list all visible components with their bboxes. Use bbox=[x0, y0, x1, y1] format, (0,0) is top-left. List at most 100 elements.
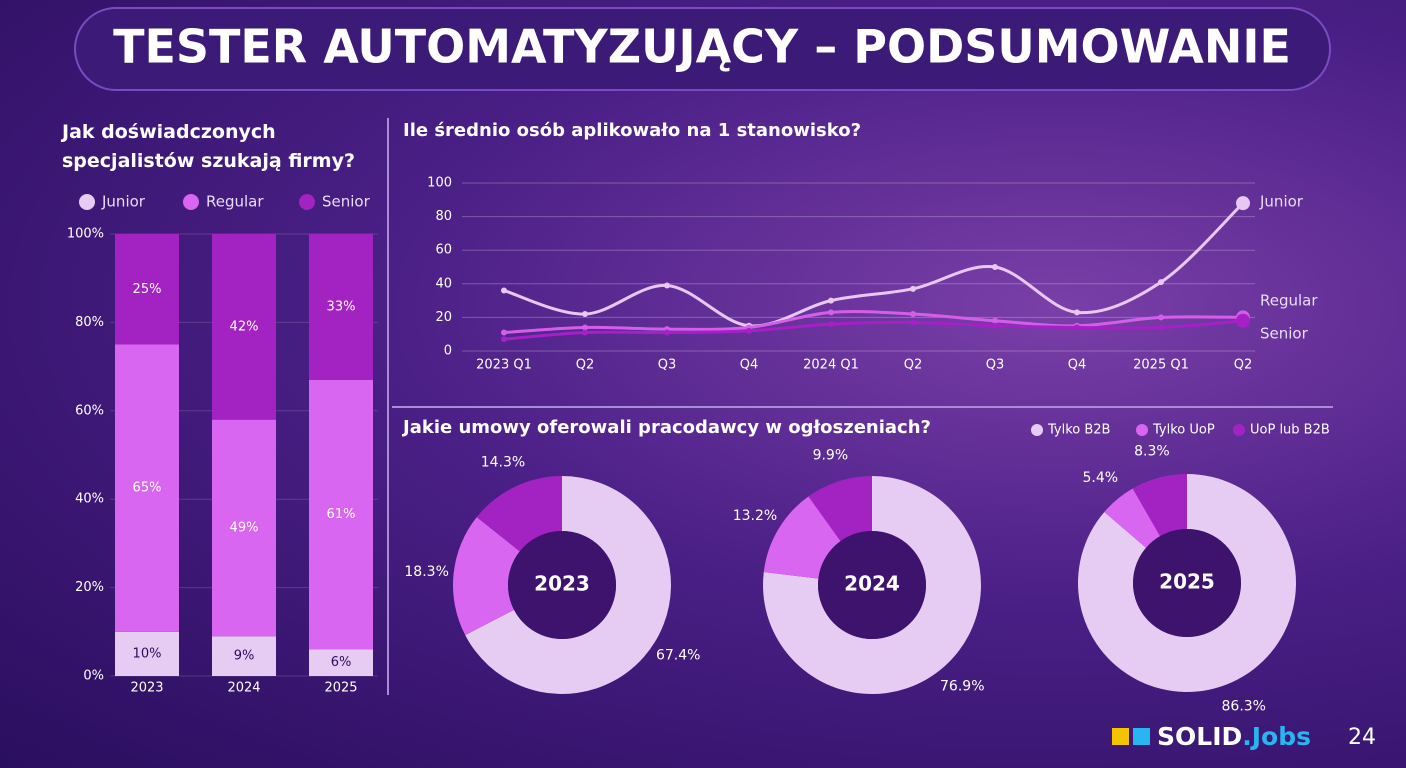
donut-slice bbox=[1132, 474, 1187, 537]
x-tick-label: 2025 Q1 bbox=[1133, 358, 1189, 373]
donut-slice bbox=[1078, 474, 1296, 692]
value-label: 49% bbox=[230, 520, 259, 535]
value-label: 61% bbox=[327, 507, 356, 522]
y-tick-label: 80% bbox=[75, 315, 104, 330]
bar-segment bbox=[212, 636, 276, 676]
value-label: 42% bbox=[230, 319, 259, 334]
value-label: 9% bbox=[234, 649, 255, 664]
logo: SOLID.Jobs bbox=[1157, 722, 1311, 751]
legend-marker bbox=[1136, 424, 1148, 436]
x-tick-label: 2024 bbox=[227, 681, 260, 696]
y-tick-label: 20 bbox=[435, 310, 452, 325]
x-tick-label: Q4 bbox=[1068, 358, 1087, 373]
y-tick-label: 60 bbox=[435, 243, 452, 258]
bar-segment bbox=[309, 234, 373, 380]
marker bbox=[582, 324, 588, 331]
bar-segment bbox=[212, 419, 276, 637]
line bbox=[503, 202, 1245, 328]
line bbox=[503, 319, 1244, 341]
value-label: 25% bbox=[133, 282, 162, 297]
marker bbox=[910, 319, 916, 326]
donut-center-label: 2025 bbox=[1159, 570, 1215, 594]
bar-segment bbox=[115, 631, 179, 676]
marker bbox=[501, 336, 507, 343]
marker bbox=[1158, 324, 1164, 331]
x-tick-label: 2025 bbox=[324, 681, 357, 696]
legend-label: Junior bbox=[101, 193, 146, 211]
value-label: 9.9% bbox=[813, 448, 849, 464]
donut-hole bbox=[508, 531, 616, 639]
line bbox=[503, 309, 1244, 335]
value-label: 10% bbox=[133, 646, 162, 661]
donut-slice bbox=[476, 476, 562, 552]
bar-segment bbox=[212, 234, 276, 420]
legend-marker bbox=[79, 194, 95, 210]
legend-marker bbox=[299, 194, 315, 210]
donut-slice bbox=[763, 476, 981, 694]
donut-hole bbox=[1133, 529, 1241, 637]
bar-segment bbox=[115, 234, 179, 345]
legend-label: Tylko UoP bbox=[1152, 423, 1215, 438]
x-tick-label: Q3 bbox=[658, 358, 677, 373]
legend-label: Regular bbox=[206, 193, 264, 211]
marker bbox=[828, 321, 834, 328]
marker bbox=[1074, 324, 1080, 331]
legend-label: Senior bbox=[322, 193, 371, 211]
marker bbox=[664, 282, 670, 289]
x-tick-label: Q2 bbox=[904, 358, 923, 373]
legend-label: UoP lub B2B bbox=[1250, 423, 1330, 438]
marker bbox=[664, 329, 670, 336]
value-label: 33% bbox=[327, 299, 356, 314]
donut-chart-title: Jakie umowy oferowali pracodawcy w ogłos… bbox=[401, 417, 931, 438]
marker bbox=[828, 309, 834, 316]
x-tick-label: 2023 bbox=[130, 681, 163, 696]
y-tick-label: 100% bbox=[67, 227, 104, 242]
series-label: Senior bbox=[1260, 325, 1309, 343]
marker bbox=[582, 329, 588, 336]
y-tick-label: 0 bbox=[444, 344, 452, 359]
y-tick-label: 100 bbox=[427, 176, 452, 191]
marker bbox=[992, 317, 998, 324]
donut-slice bbox=[808, 476, 872, 542]
legend-marker bbox=[183, 194, 199, 210]
logo-square bbox=[1133, 728, 1150, 745]
marker bbox=[1074, 309, 1080, 316]
marker bbox=[910, 311, 916, 318]
marker bbox=[501, 329, 507, 336]
marker bbox=[828, 297, 834, 304]
value-label: 18.3% bbox=[404, 564, 448, 580]
donut-slice bbox=[763, 496, 841, 579]
x-tick-label: 2024 Q1 bbox=[803, 358, 859, 373]
value-label: 6% bbox=[331, 655, 352, 670]
title-pill bbox=[74, 7, 1331, 91]
value-label: 65% bbox=[133, 481, 162, 496]
x-tick-label: Q3 bbox=[986, 358, 1005, 373]
value-label: 67.4% bbox=[656, 648, 700, 664]
marker bbox=[582, 311, 588, 318]
marker bbox=[1158, 279, 1164, 286]
marker bbox=[1158, 314, 1164, 321]
x-tick-label: Q4 bbox=[740, 358, 759, 373]
donut-slice bbox=[465, 476, 671, 694]
value-label: 14.3% bbox=[481, 454, 525, 470]
value-label: 86.3% bbox=[1222, 699, 1266, 715]
marker bbox=[746, 327, 752, 334]
marker bbox=[1236, 196, 1250, 211]
x-tick-label: Q2 bbox=[1234, 358, 1253, 373]
bar-segment bbox=[309, 649, 373, 676]
bar-segment bbox=[115, 344, 179, 632]
series-label: Junior bbox=[1259, 193, 1304, 211]
value-label: 13.2% bbox=[733, 508, 777, 524]
marker bbox=[992, 264, 998, 270]
bar-segment bbox=[309, 379, 373, 650]
page-number: 24 bbox=[1348, 725, 1376, 750]
donut-center-label: 2024 bbox=[844, 572, 900, 596]
marker bbox=[501, 287, 507, 294]
line-chart-title: Ile średnio osób aplikowało na 1 stanowi… bbox=[403, 120, 861, 141]
x-tick-label: 2023 Q1 bbox=[476, 358, 532, 373]
marker bbox=[1236, 313, 1250, 328]
y-tick-label: 80 bbox=[435, 209, 452, 224]
value-label: 5.4% bbox=[1083, 470, 1119, 486]
